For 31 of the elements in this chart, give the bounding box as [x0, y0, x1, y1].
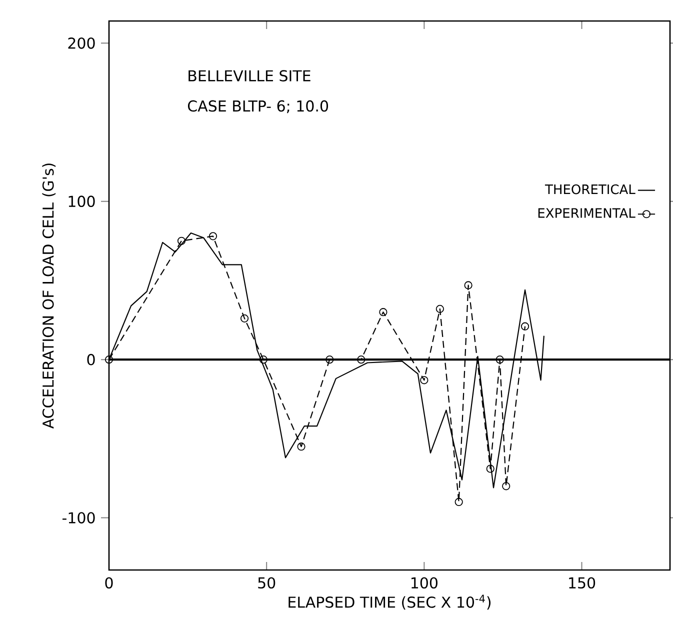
point — [420, 376, 428, 384]
x-tick-label: 100 — [412, 577, 438, 589]
point — [240, 314, 249, 322]
point — [208, 232, 218, 240]
x-axis-title: ELAPSED TIME (SEC X 10$^{-4}$) — [288, 594, 491, 610]
point — [177, 236, 186, 245]
point — [259, 356, 268, 364]
point — [436, 304, 444, 313]
y-tick-label: 200 — [68, 37, 95, 49]
x-tick-label: 0 — [105, 577, 113, 589]
point — [326, 356, 334, 364]
point — [104, 356, 114, 364]
point — [297, 442, 306, 451]
point — [520, 322, 530, 330]
point — [496, 356, 504, 364]
point — [379, 308, 388, 316]
point — [454, 498, 463, 506]
y-tick-label: 0 — [87, 354, 95, 366]
y-tick-label: -100 — [62, 512, 95, 524]
point — [357, 356, 366, 364]
text: BELLEVILLE SITE — [188, 70, 310, 82]
point — [502, 482, 510, 490]
legend-label: THEORETICAL — [544, 184, 636, 194]
text: CASE BLTP- 6; 10.0 — [188, 100, 328, 114]
point — [464, 281, 472, 290]
legend-label: EXPERIMENTAL — [538, 208, 636, 218]
point — [486, 464, 494, 473]
y-tick-label: 100 — [68, 196, 95, 208]
x-tick-label: 50 — [258, 577, 276, 589]
y-axis-title: ACCELERATION OF LOAD CELL (G's) — [42, 164, 56, 429]
x-tick-label: 150 — [569, 577, 596, 589]
